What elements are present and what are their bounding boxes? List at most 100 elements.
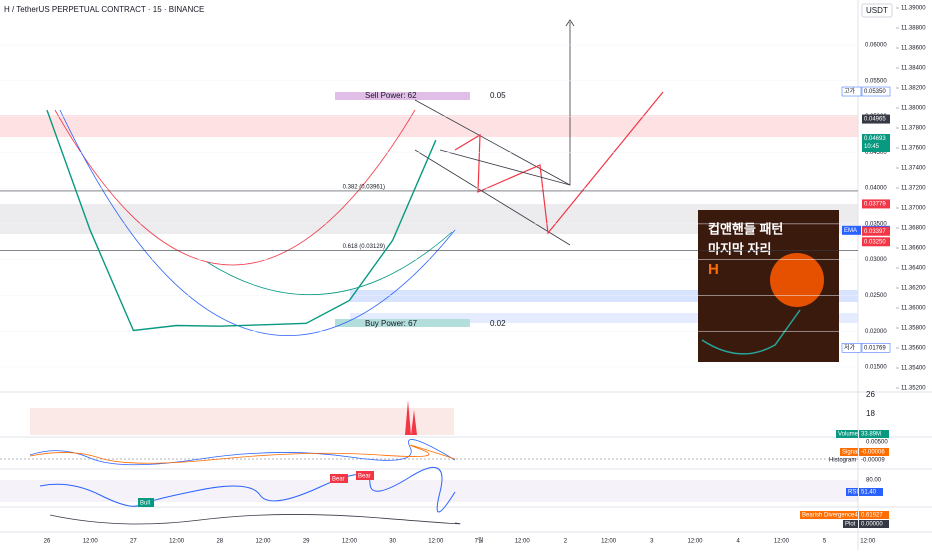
buy-box	[335, 319, 470, 327]
ma-red	[54, 109, 416, 266]
y2-tick-label: 11.38000	[901, 106, 926, 112]
y-tick-label: 0.03000	[865, 257, 887, 263]
y-tick-label: 0.03500	[865, 221, 887, 227]
volume-tick: 26	[866, 390, 875, 399]
x-tick-label: 12:00	[774, 539, 790, 545]
y2-tick-label: 11.36800	[901, 226, 926, 232]
y2-tick-label: 11.36600	[901, 246, 926, 252]
price-tag	[862, 226, 890, 236]
level-label: 0.618 (0.03129)	[343, 244, 385, 250]
inset-line-chart	[701, 309, 801, 355]
y2-tick-label: 11.37800	[901, 126, 926, 132]
price-tag	[862, 134, 890, 153]
legend-box	[843, 520, 858, 528]
x-tick-label: 12:00	[601, 539, 617, 545]
resistance-zone	[0, 115, 858, 137]
x-tick-label: 12:00	[255, 539, 271, 545]
channel-line	[414, 149, 571, 246]
y2-tick-label: 11.35600	[901, 346, 926, 352]
rsi-tick: 80.00	[866, 478, 882, 484]
x-tick-label: 12:00	[687, 539, 703, 545]
legend-value: 51.40	[861, 490, 877, 496]
y2-tick-label: 11.36200	[901, 286, 926, 292]
legend-value: -0.00009	[861, 458, 885, 464]
y2-tick-label: 11.39000	[901, 6, 926, 12]
legend-name: RSI	[848, 490, 858, 496]
sell-power: Sell Power: 62	[365, 91, 417, 100]
y2-tick-label: 11.35400	[901, 366, 926, 372]
y-tick-label: 0.02000	[865, 329, 887, 335]
price-tag-label: 0.04965	[864, 117, 886, 123]
price-tag-label: 0.01769	[864, 345, 886, 351]
legend-name: Histogram	[829, 458, 856, 464]
rsi-line	[39, 467, 456, 513]
target-up: 0.05	[490, 91, 506, 100]
projection-arrow	[439, 22, 571, 186]
legend-box	[859, 448, 889, 456]
y-tick-label: 0.06000	[865, 43, 887, 49]
target-down: 0.02	[490, 319, 506, 328]
x-tick-label: 4	[737, 539, 741, 545]
volume-spike	[405, 400, 417, 435]
x-tick-label: 5	[823, 539, 827, 545]
title: H / TetherUS PERPETUAL CONTRACT · 15 · B…	[4, 5, 204, 14]
y-tick-label: 0.04000	[865, 186, 887, 192]
ma-blue	[59, 109, 456, 337]
bear-box	[356, 471, 374, 480]
legend-name: Plot	[845, 522, 856, 528]
inset-symbol: H	[708, 261, 719, 278]
x-tick-label: 12:00	[515, 539, 531, 545]
bull-label: Bull	[140, 501, 150, 507]
x-tick-label: 29	[303, 539, 310, 545]
volume-tick: 18	[866, 409, 875, 418]
inset-line: 컵앤핸들 패턴	[708, 221, 783, 236]
legend-value: 0.61927	[861, 513, 883, 519]
legend-value: -0.00006	[861, 450, 885, 456]
x-tick-label: 26	[44, 539, 51, 545]
y2-tick-label: 11.36400	[901, 266, 926, 272]
legend-box	[859, 511, 889, 519]
sell-box	[335, 92, 470, 100]
signal-line	[29, 444, 456, 464]
inset-logo	[770, 253, 824, 307]
price-tag-sub: 10:45	[864, 144, 880, 150]
price-tag	[862, 114, 890, 124]
price-tag-label: 0.03250	[864, 239, 886, 245]
y2-tick-label: 11.37200	[901, 186, 926, 192]
price-tag	[862, 237, 890, 247]
y2-tick-label: 11.38400	[901, 66, 926, 72]
x-tick-label: 7월	[475, 537, 484, 545]
price-tag-name-box	[841, 343, 862, 353]
legend-box	[840, 448, 858, 456]
y2-tick-label: 11.37400	[901, 166, 926, 172]
bull-box	[138, 498, 154, 507]
y2-tick-label: 11.38200	[901, 86, 926, 92]
x-tick-label: 27	[130, 539, 137, 545]
y2-tick-label: 11.38600	[901, 46, 926, 52]
x-tick-label: 12:00	[83, 539, 99, 545]
currency: USDT	[866, 6, 888, 15]
bear-box	[330, 474, 348, 483]
y2-tick-label: 11.36000	[901, 306, 926, 312]
volume-area	[30, 408, 454, 435]
price-tag	[861, 86, 891, 97]
price-tag-name: 고가	[844, 87, 856, 95]
legend-value: 33.89M	[861, 432, 881, 438]
channel-line	[414, 99, 571, 186]
price-tag-label: 0.04693	[864, 136, 886, 142]
x-tick-label: 2	[564, 539, 568, 545]
y2-tick-label: 11.38800	[901, 26, 926, 32]
legend-box	[859, 488, 883, 496]
macd-tick: 0.00500	[866, 440, 888, 446]
x-tick-label: 12:00	[860, 539, 876, 545]
price-tag-label: 0.05350	[864, 89, 886, 95]
blue-zone	[350, 313, 858, 323]
y2-tick-label: 11.35800	[901, 326, 926, 332]
indicator-legend: Volume 33.89M Signal -0.00006 Histogram …	[800, 430, 889, 528]
y-tick-label: 0.04500	[865, 150, 887, 156]
y2-tick-label: 11.35200	[901, 386, 926, 392]
divergence-line	[49, 514, 461, 525]
legend-name: Volume	[838, 432, 859, 438]
price-tag-name: EMA	[844, 228, 857, 234]
y-tick-label: 0.02500	[865, 293, 887, 299]
